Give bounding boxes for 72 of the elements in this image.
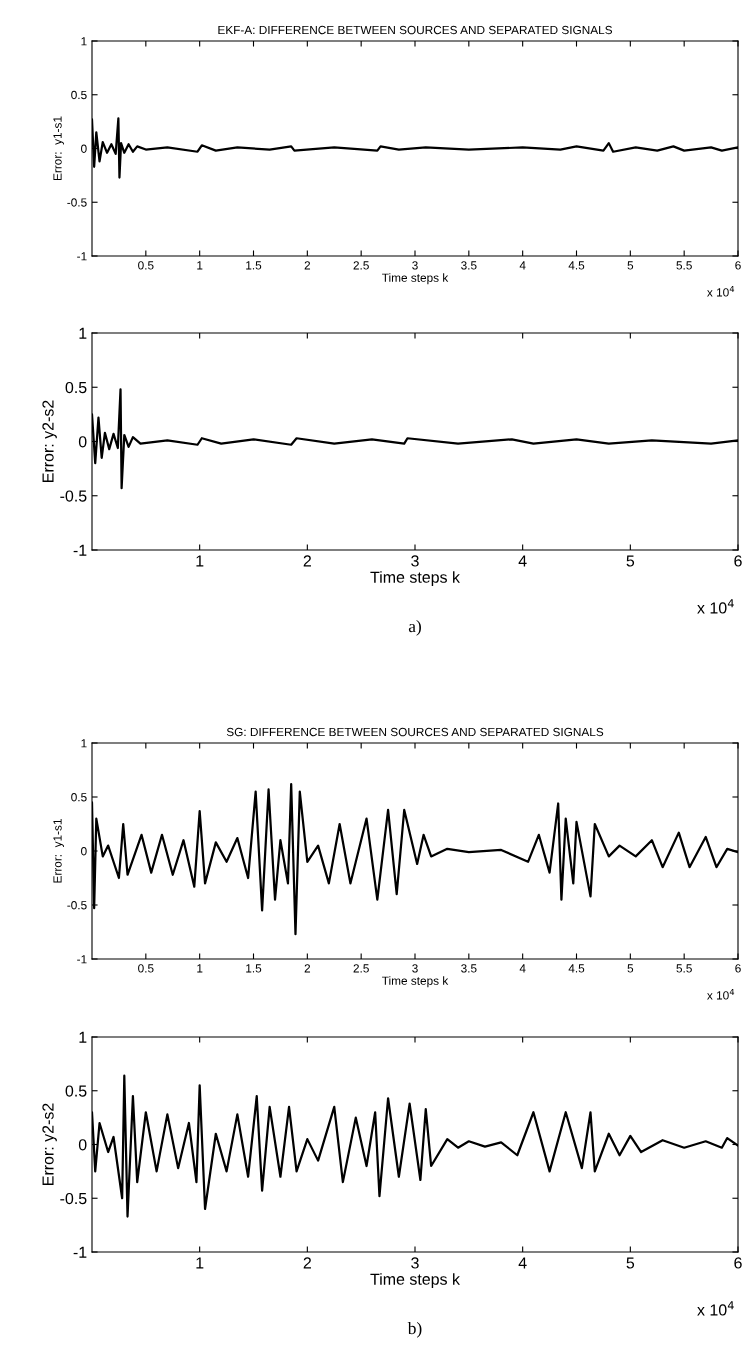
x-tick-label: 1 (197, 964, 203, 973)
x-tick-label: 6 (734, 555, 742, 567)
y-tick-label: 0.5 (71, 90, 87, 100)
x-tick-label: 5 (626, 555, 635, 567)
text: x 10$^{4}$ (697, 1301, 734, 1316)
x-axis-title: Time steps k (370, 571, 460, 587)
x-tick-label: 5 (627, 261, 634, 270)
y-tick-label: 0 (78, 436, 87, 448)
y-tick-label: 0.5 (65, 381, 87, 394)
x-tick-label: 2.5 (353, 964, 369, 973)
text: x 10$^{4}$ (707, 285, 735, 297)
x-tick-label: 4 (519, 964, 526, 973)
y-tick-label: -1 (73, 544, 87, 556)
y-tick-label: 0 (81, 144, 87, 153)
x-tick-label: 5 (626, 1257, 635, 1269)
x-tick-label: 6 (735, 964, 741, 973)
y-tick-label: -0.5 (67, 198, 87, 207)
x-tick-label: 3.5 (461, 261, 477, 270)
x-tick-label: 4 (518, 555, 527, 567)
x-tick-label: 1 (196, 1257, 204, 1269)
x-tick-label: 2.5 (353, 261, 369, 270)
x-tick-label: 6 (735, 261, 741, 270)
y-axis-title: Error: y1-s1 (53, 819, 65, 883)
y-tick-label: -1 (77, 252, 87, 261)
y-tick-label: -0.5 (60, 490, 87, 502)
y-tick-label: -0.5 (67, 901, 87, 910)
x-tick-label: 5 (627, 964, 634, 973)
x-tick-label: 3 (411, 1257, 419, 1269)
chart-title: EKF-A: DIFFERENCE BETWEEN SOURCES AND SEPARATED SIGNALS (218, 25, 613, 35)
x-tick-label: 3 (411, 555, 419, 567)
x-tick-label: 3 (412, 261, 418, 270)
y-tick-label: -1 (73, 1246, 87, 1258)
x-tick-label: 5.5 (676, 261, 692, 270)
y-axis-title: Error: y1-s1 (53, 116, 65, 180)
chart-title: SG: DIFFERENCE BETWEEN SOURCES AND SEPARATED SIGNALS (226, 727, 604, 737)
y-tick-label: 0 (81, 847, 87, 856)
x-tick-label: 0.5 (138, 261, 154, 270)
x-tick-label: 4 (519, 261, 526, 270)
x-tick-label: 2 (304, 964, 311, 973)
x-tick-label: 5.5 (676, 964, 692, 973)
y-tick-label: 1 (79, 1031, 87, 1043)
x-tick-label: 2 (303, 1257, 311, 1269)
x-tick-label: 1 (197, 261, 203, 270)
y-tick-label: 0.5 (71, 793, 87, 802)
y-axis-title: Error: y2-s2 (42, 1103, 57, 1185)
x-tick-label: 1.5 (246, 261, 262, 270)
y-tick-label: -1 (77, 955, 87, 964)
text: a) (408, 620, 421, 636)
x-tick-label: 4 (518, 1257, 527, 1269)
y-tick-label: 1 (79, 327, 87, 339)
x-tick-label: 2 (303, 555, 311, 567)
text: b) (407, 1322, 422, 1338)
x-axis-title: Time steps k (370, 1273, 460, 1289)
x-tick-label: 4.5 (568, 964, 585, 973)
y-tick-label: 1 (81, 37, 87, 46)
text: x 10$^{4}$ (697, 599, 734, 614)
y-tick-label: 0.5 (65, 1085, 87, 1097)
x-axis-title: Time steps k (382, 976, 449, 988)
x-tick-label: 3.5 (461, 964, 477, 973)
x-axis-title: Time steps k (382, 273, 449, 285)
y-tick-label: 0 (78, 1139, 87, 1151)
x-tick-label: 3 (412, 964, 418, 973)
text: x 10$^{4}$ (707, 988, 735, 1000)
y-axis-title: Error: y2-s2 (42, 400, 57, 482)
x-tick-label: 4.5 (568, 261, 585, 270)
x-tick-label: 6 (734, 1257, 742, 1269)
y-tick-label: -0.5 (60, 1192, 87, 1205)
x-tick-label: 0.5 (138, 964, 154, 973)
x-tick-label: 2 (304, 261, 311, 270)
x-tick-label: 1.5 (246, 964, 262, 973)
x-tick-label: 1 (196, 555, 204, 567)
y-tick-label: 1 (81, 739, 87, 748)
